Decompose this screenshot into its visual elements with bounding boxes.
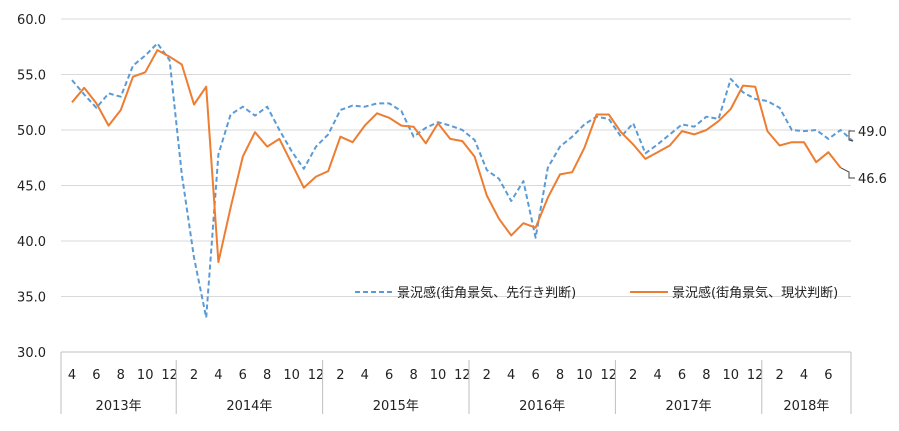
year-label: 2013年 (96, 399, 142, 414)
x-tick-label: 2 (629, 368, 637, 383)
end-value-label: 46.6 (858, 172, 887, 187)
y-tick-label: 50.0 (17, 124, 46, 139)
series-line-0 (71, 42, 854, 319)
x-tick-label: 6 (239, 368, 247, 383)
horizontal-gridlines (61, 18, 851, 353)
x-tick-label: 8 (556, 368, 564, 383)
y-tick-label: 35.0 (17, 291, 46, 306)
x-tick-label: 4 (68, 368, 76, 383)
year-label: 2015年 (373, 399, 419, 414)
end-value-label: 49.0 (858, 125, 887, 140)
x-tick-label: 4 (653, 368, 661, 383)
x-tick-label: 6 (678, 368, 686, 383)
x-tick-label: 6 (92, 368, 100, 383)
x-tick-label: 12 (747, 368, 764, 383)
series-line-1 (71, 49, 842, 264)
x-tick-label: 10 (723, 368, 740, 383)
year-label: 2017年 (666, 399, 712, 414)
x-tick-label: 2 (190, 368, 198, 383)
x-tick-label: 12 (308, 368, 325, 383)
x-tick-label: 12 (454, 368, 471, 383)
year-label: 2018年 (783, 399, 829, 414)
y-tick-label: 45.0 (17, 180, 46, 195)
y-tick-label: 40.0 (17, 235, 46, 250)
x-tick-label: 2 (336, 368, 344, 383)
legend: 景況感(街角景気、先行き判断) 景況感(街角景気、現状判断) (355, 285, 838, 301)
x-tick-label: 2 (775, 368, 783, 383)
x-tick-label: 8 (409, 368, 417, 383)
leader-line (840, 167, 855, 179)
y-tick-label: 55.0 (17, 69, 46, 84)
year-label: 2014年 (226, 399, 272, 414)
x-tick-label: 12 (601, 368, 618, 383)
y-tick-label: 30.0 (17, 346, 46, 361)
x-tick-label: 4 (214, 368, 222, 383)
x-tick-label: 8 (702, 368, 710, 383)
x-axis: 4 6 8 10 12 2 4 6 8 10 12 2 4 6 8 10 12 2 4 6 8 10 12 2 4 6 8 10 12 2… (60, 352, 852, 414)
x-tick-label: 4 (800, 368, 808, 383)
x-tick-label: 8 (263, 368, 271, 383)
end-value-labels: 49.0 46.6 (840, 125, 887, 187)
x-tick-label: 6 (531, 368, 539, 383)
x-tick-label: 8 (117, 368, 125, 383)
y-axis-tick-labels: 30.0 35.0 40.0 45.0 50.0 55.0 60.0 (17, 13, 46, 361)
year-label: 2016年 (519, 399, 565, 414)
leader-line (848, 130, 855, 142)
x-tick-label: 10 (137, 368, 154, 383)
x-tick-label: 4 (361, 368, 369, 383)
x-tick-label: 6 (824, 368, 832, 383)
x-tick-label: 10 (283, 368, 300, 383)
x-tick-label: 10 (576, 368, 593, 383)
x-tick-label: 12 (161, 368, 178, 383)
legend-label: 景況感(街角景気、先行き判断) (397, 285, 576, 301)
y-tick-label: 60.0 (17, 13, 46, 28)
legend-label: 景況感(街角景気、現状判断) (672, 285, 838, 301)
x-tick-label: 10 (430, 368, 447, 383)
x-tick-label: 2 (483, 368, 491, 383)
x-tick-label: 4 (507, 368, 515, 383)
x-tick-label: 6 (385, 368, 393, 383)
series-lines (71, 42, 854, 319)
